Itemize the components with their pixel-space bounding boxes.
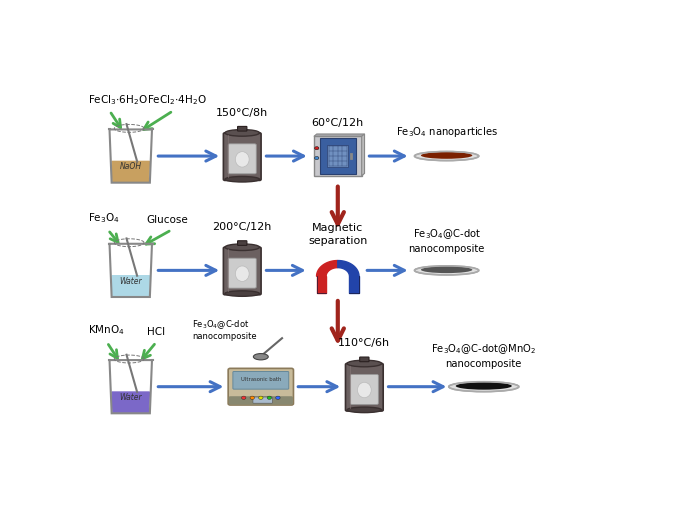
Text: Fe$_3$O$_4$@C-dot
nanocomposite: Fe$_3$O$_4$@C-dot nanocomposite [192, 318, 256, 342]
FancyBboxPatch shape [233, 372, 289, 389]
Text: NaOH: NaOH [120, 162, 142, 171]
Polygon shape [316, 276, 326, 293]
Ellipse shape [449, 382, 519, 392]
Text: 150°C/8h: 150°C/8h [216, 108, 269, 118]
Ellipse shape [414, 152, 479, 161]
Text: FeCl$_2$$\cdot$4H$_2$O: FeCl$_2$$\cdot$4H$_2$O [147, 93, 207, 107]
Ellipse shape [347, 407, 382, 413]
FancyBboxPatch shape [253, 397, 273, 403]
Circle shape [267, 396, 271, 399]
Ellipse shape [347, 360, 382, 367]
Ellipse shape [421, 152, 473, 159]
FancyBboxPatch shape [223, 133, 261, 180]
FancyBboxPatch shape [360, 357, 369, 361]
Polygon shape [314, 134, 364, 136]
Ellipse shape [414, 266, 479, 275]
FancyBboxPatch shape [228, 144, 256, 174]
Ellipse shape [421, 266, 473, 273]
Ellipse shape [456, 382, 512, 390]
Text: Magnetic
separation: Magnetic separation [308, 223, 367, 246]
Polygon shape [112, 392, 149, 412]
Ellipse shape [253, 354, 269, 360]
Text: 200°C/12h: 200°C/12h [212, 222, 272, 232]
Text: Fe$_3$O$_4$@C-dot
nanocomposite: Fe$_3$O$_4$@C-dot nanocomposite [408, 228, 485, 254]
Ellipse shape [358, 382, 371, 398]
Circle shape [242, 396, 246, 399]
Text: KMnO$_4$: KMnO$_4$ [88, 324, 125, 337]
Text: Fe$_3$O$_4$ nanoparticles: Fe$_3$O$_4$ nanoparticles [396, 125, 497, 139]
Text: 110°C/6h: 110°C/6h [338, 338, 390, 349]
FancyBboxPatch shape [238, 241, 247, 245]
Ellipse shape [236, 266, 249, 282]
Text: 60°C/12h: 60°C/12h [312, 118, 364, 127]
Circle shape [258, 396, 263, 399]
Text: Glucose: Glucose [147, 215, 188, 225]
Ellipse shape [236, 152, 249, 167]
FancyBboxPatch shape [229, 396, 293, 404]
FancyBboxPatch shape [350, 374, 378, 404]
Polygon shape [362, 134, 364, 176]
FancyBboxPatch shape [327, 145, 348, 167]
FancyBboxPatch shape [238, 126, 247, 131]
Polygon shape [338, 261, 359, 276]
Polygon shape [349, 276, 359, 293]
Polygon shape [112, 275, 149, 296]
Circle shape [250, 396, 255, 399]
Circle shape [314, 157, 319, 160]
FancyBboxPatch shape [320, 138, 356, 174]
Circle shape [314, 146, 319, 150]
Text: FeCl$_3$$\cdot$6H$_2$O: FeCl$_3$$\cdot$6H$_2$O [88, 93, 148, 107]
Text: Water: Water [119, 276, 142, 286]
Circle shape [275, 396, 280, 399]
Ellipse shape [225, 244, 260, 250]
Text: Fe$_3$O$_4$: Fe$_3$O$_4$ [88, 211, 120, 225]
Text: Ultrasonic bath: Ultrasonic bath [240, 377, 281, 382]
Polygon shape [112, 161, 149, 182]
Polygon shape [316, 261, 338, 276]
Ellipse shape [225, 177, 260, 182]
FancyBboxPatch shape [314, 136, 362, 176]
FancyBboxPatch shape [345, 364, 383, 411]
Text: Water: Water [119, 393, 142, 402]
FancyBboxPatch shape [228, 258, 256, 288]
FancyBboxPatch shape [223, 247, 261, 295]
Text: Fe$_3$O$_4$@C-dot@MnO$_2$
nanocomposite: Fe$_3$O$_4$@C-dot@MnO$_2$ nanocomposite [432, 343, 536, 369]
Ellipse shape [225, 130, 260, 136]
FancyBboxPatch shape [228, 368, 293, 405]
Text: HCl: HCl [147, 327, 165, 337]
Ellipse shape [225, 291, 260, 296]
